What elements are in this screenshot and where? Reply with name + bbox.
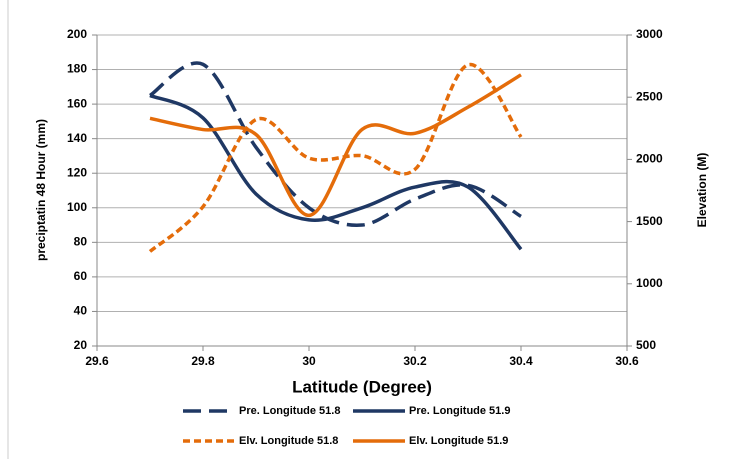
y-tick-label: 120 [67, 165, 87, 179]
x-axis-title: Latitude (Degree) [292, 377, 432, 396]
y-axis-title: preciptatin 48 Hour (mm) [34, 119, 48, 261]
x-tick-label: 30.2 [403, 354, 427, 368]
y-tick-label: 180 [67, 62, 87, 76]
y-tick-label: 80 [74, 235, 88, 249]
y-tick-label: 140 [67, 131, 87, 145]
y-tick-label: 100 [67, 200, 87, 214]
x-tick-label: 29.8 [191, 354, 215, 368]
series-line [148, 61, 522, 228]
x-tick-label: 30.4 [509, 354, 533, 368]
legend-label: Pre. Longitude 51.9 [409, 405, 510, 417]
y2-tick-label: 2000 [636, 152, 663, 166]
y-tick-label: 20 [74, 338, 88, 352]
x-tick-label: 30.6 [615, 354, 639, 368]
y2-tick-label: 2500 [636, 89, 663, 103]
y-tick-label: 60 [74, 269, 88, 283]
y2-tick-label: 1000 [636, 276, 663, 290]
y-tick-label: 40 [74, 304, 88, 318]
series-line [149, 73, 522, 218]
legend-label: Elv. Longitude 51.8 [239, 435, 338, 447]
y2-tick-label: 500 [636, 338, 656, 352]
y2-axis-title: Elevation (M) [695, 153, 709, 228]
legend-label: Elv. Longitude 51.9 [409, 435, 508, 447]
y2-tick-label: 3000 [636, 27, 663, 41]
y-tick-label: 200 [67, 27, 87, 41]
x-tick-label: 30 [302, 354, 316, 368]
x-tick-label: 29.6 [85, 354, 109, 368]
series-line [149, 93, 523, 251]
y2-tick-label: 1500 [636, 214, 663, 228]
legend-label: Pre. Longitude 51.8 [239, 405, 340, 417]
y-tick-label: 160 [67, 96, 87, 110]
